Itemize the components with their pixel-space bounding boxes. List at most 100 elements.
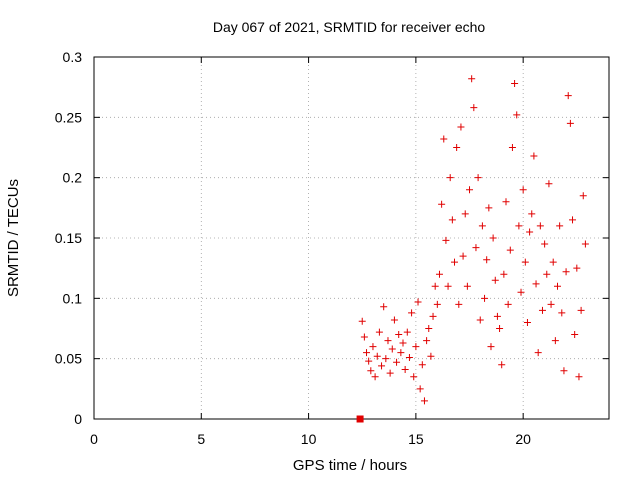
data-point: [466, 186, 474, 194]
y-tick-label: 0.25: [55, 109, 82, 125]
data-point: [551, 337, 559, 345]
data-point: [451, 258, 458, 266]
y-tick-label: 0.05: [55, 351, 82, 367]
data-point: [457, 123, 465, 131]
data-point: [380, 303, 388, 311]
data-point: [485, 204, 493, 212]
data-marker-square: [356, 415, 364, 423]
data-point: [401, 366, 409, 374]
data-point: [405, 353, 413, 361]
data-point: [468, 75, 476, 83]
data-point: [427, 352, 435, 360]
data-point: [579, 192, 587, 200]
grid: [94, 57, 609, 419]
data-point: [455, 300, 463, 308]
data-point: [498, 361, 506, 369]
data-point: [397, 349, 405, 357]
data-point: [408, 309, 416, 317]
x-axis-label: GPS time / hours: [293, 457, 407, 474]
data-point: [493, 312, 501, 320]
data-point: [575, 373, 583, 381]
data-point: [521, 258, 529, 266]
data-point: [363, 349, 371, 357]
data-point: [444, 282, 452, 290]
data-point: [463, 282, 471, 290]
y-tick-label: 0: [74, 411, 82, 427]
data-point: [472, 244, 480, 252]
data-point: [431, 282, 439, 290]
data-point: [438, 200, 446, 208]
data-point: [478, 222, 486, 230]
data-point: [393, 358, 401, 366]
data-point: [442, 236, 450, 244]
data-point: [459, 252, 467, 260]
x-tick-label: 20: [515, 431, 531, 447]
data-point: [410, 373, 418, 381]
data-point: [536, 222, 544, 230]
data-point: [530, 152, 538, 160]
data-point: [416, 385, 424, 393]
data-point: [556, 222, 564, 230]
data-point: [433, 300, 441, 308]
data-point: [453, 144, 461, 151]
data-point: [513, 111, 521, 119]
data-point: [547, 300, 555, 308]
data-point: [388, 345, 396, 353]
x-tick-label: 5: [197, 431, 205, 447]
data-point: [371, 373, 379, 381]
data-point: [476, 316, 484, 324]
data-point: [558, 309, 566, 317]
data-point: [538, 306, 546, 314]
data-point: [425, 325, 433, 332]
data-point: [358, 317, 366, 325]
data-point: [446, 174, 454, 182]
data-point: [365, 357, 373, 365]
data-point: [554, 282, 561, 290]
axis-ticks: 0 0.05 0.1 0.15 0.2 0.25 0.3 0 5 10 15 20: [55, 49, 609, 447]
data-point: [500, 270, 508, 278]
data-point: [534, 349, 542, 357]
data-point: [532, 280, 540, 288]
x-tick-label: 10: [301, 431, 317, 447]
data-point: [502, 198, 510, 206]
data-point: [519, 186, 527, 194]
data-point: [367, 367, 375, 375]
data-point: [448, 216, 456, 224]
data-point: [528, 210, 536, 218]
data-point: [508, 144, 516, 151]
data-point: [399, 339, 407, 347]
data-point: [369, 343, 377, 351]
data-point: [390, 316, 398, 324]
data-point: [517, 288, 525, 296]
data-point: [378, 362, 386, 370]
data-point: [506, 246, 514, 254]
plot-frame: [93, 56, 610, 420]
data-point: [420, 397, 428, 405]
data-point: [375, 328, 383, 336]
data-point: [545, 180, 553, 188]
y-axis-label: SRMTID / TECUs: [5, 179, 22, 297]
data-point: [491, 276, 499, 284]
data-point: [566, 119, 574, 127]
data-point: [571, 331, 579, 339]
data-point: [504, 300, 512, 308]
data-point: [564, 92, 572, 100]
data-point: [440, 135, 448, 143]
data-point: [515, 222, 523, 230]
data-point: [569, 216, 577, 224]
data-point: [489, 234, 497, 242]
x-tick-label: 0: [90, 431, 98, 447]
data-point: [403, 328, 411, 336]
data-point: [412, 343, 420, 351]
data-point: [414, 298, 422, 306]
data-point: [360, 333, 368, 341]
data-point: [523, 318, 531, 326]
data-point: [384, 337, 392, 345]
data-point: [386, 369, 394, 377]
y-tick-label: 0.3: [63, 49, 83, 65]
data-point: [549, 258, 557, 266]
data-point: [395, 331, 403, 339]
data-point: [481, 294, 489, 302]
data-points: [356, 75, 589, 423]
